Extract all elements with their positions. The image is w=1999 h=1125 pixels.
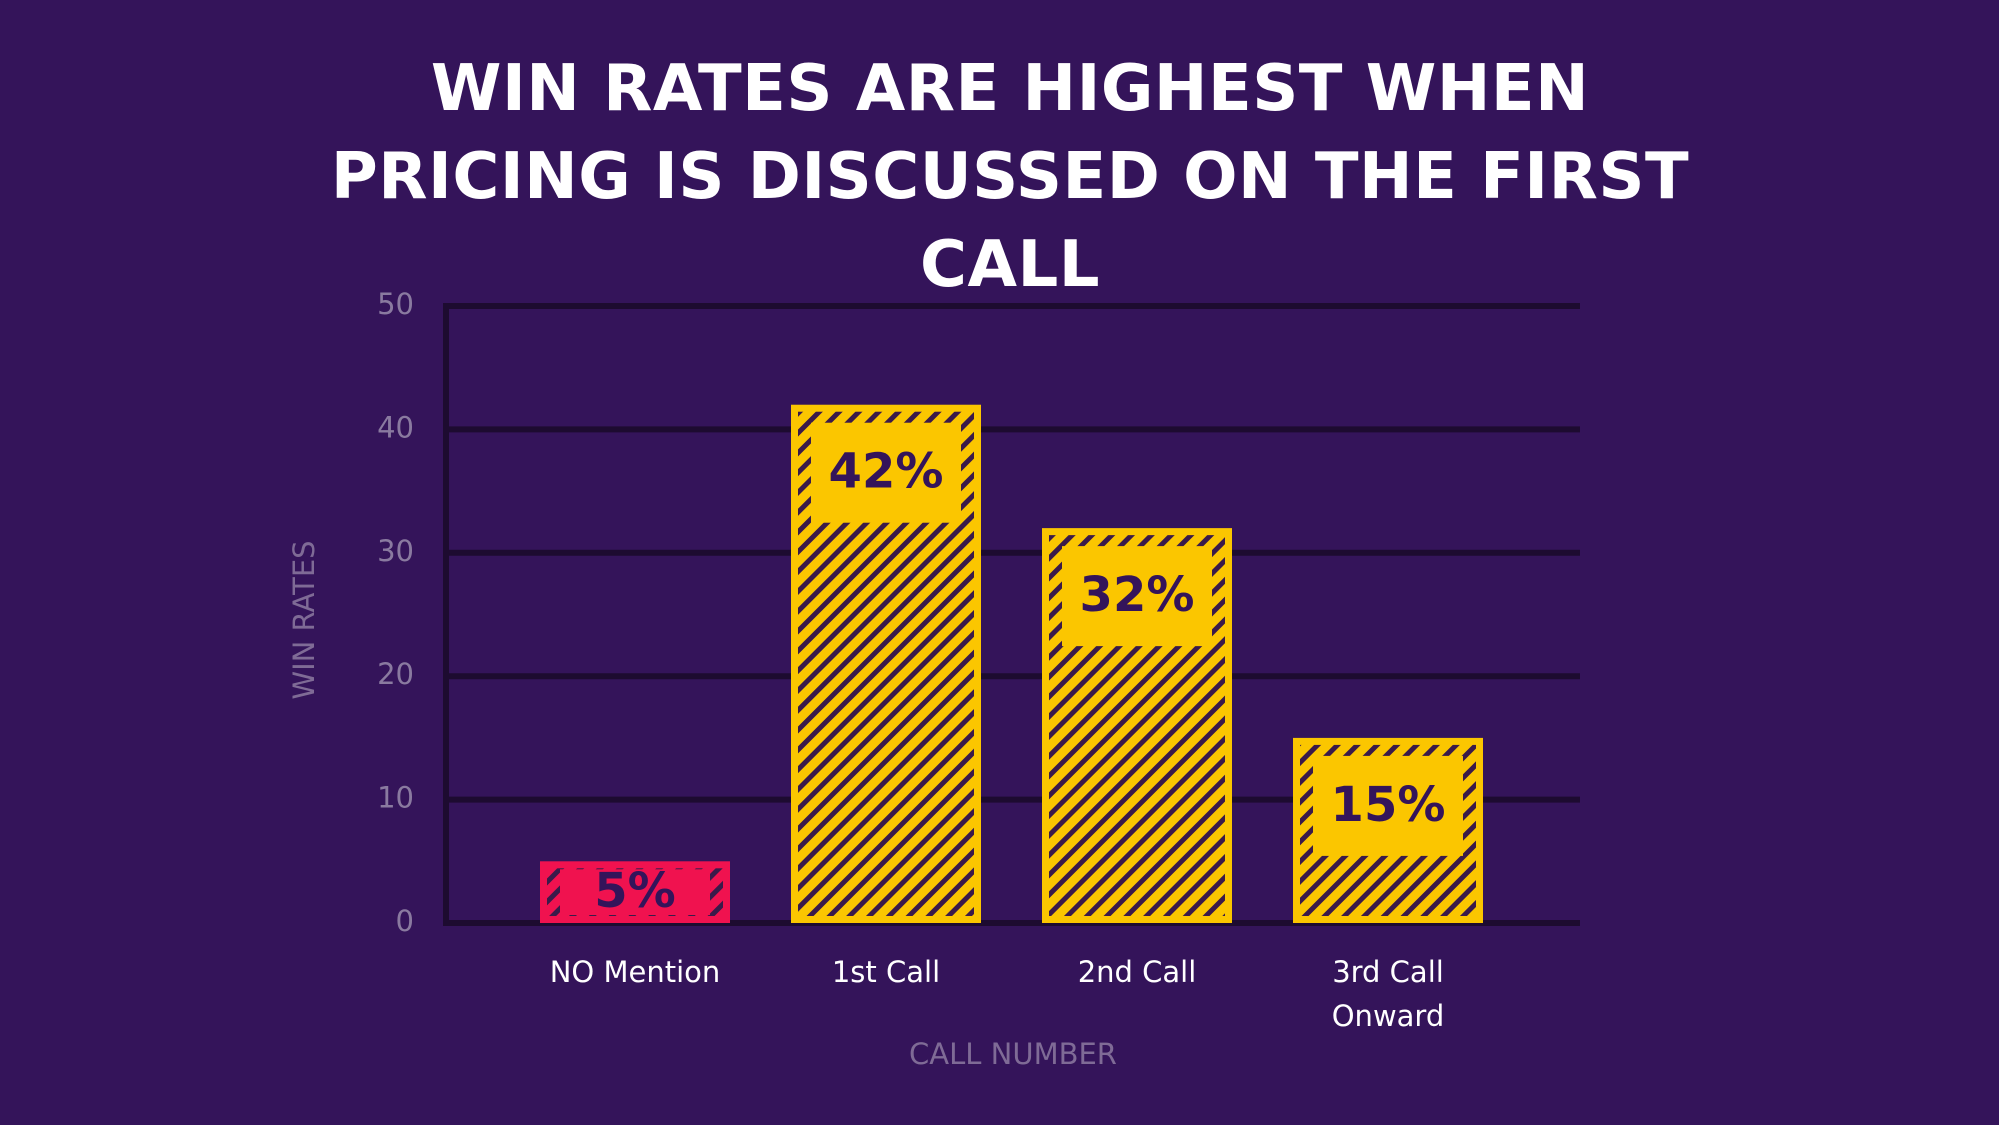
y-tick-label: 0 <box>396 904 414 938</box>
value-label-box <box>1062 546 1212 647</box>
value-label: 5% <box>594 863 676 919</box>
value-label-box <box>560 869 710 915</box>
y-tick-label: 40 <box>377 410 414 444</box>
value-label: 42% <box>829 444 944 500</box>
value-label-box <box>811 422 961 523</box>
y-tick-label: 50 <box>377 287 414 321</box>
value-label: 15% <box>1331 777 1446 833</box>
value-label-box <box>1313 755 1463 856</box>
y-tick-label: 30 <box>377 534 414 568</box>
chart-title: WIN RATES ARE HIGHEST WHEN PRICING IS DI… <box>330 52 1690 302</box>
y-axis-label: WIN RATES <box>287 540 321 699</box>
y-tick-label: 10 <box>377 781 414 815</box>
value-label: 32% <box>1080 567 1195 623</box>
x-tick-label: 1st Call <box>831 955 941 989</box>
x-axis-label: CALL NUMBER <box>909 1037 1117 1071</box>
x-tick-label: NO Mention <box>549 955 721 989</box>
x-tick-label: 3rd Call Onward <box>1331 955 1445 1033</box>
x-tick-label: 2nd Call <box>1077 955 1197 989</box>
y-tick-label: 20 <box>377 657 414 691</box>
